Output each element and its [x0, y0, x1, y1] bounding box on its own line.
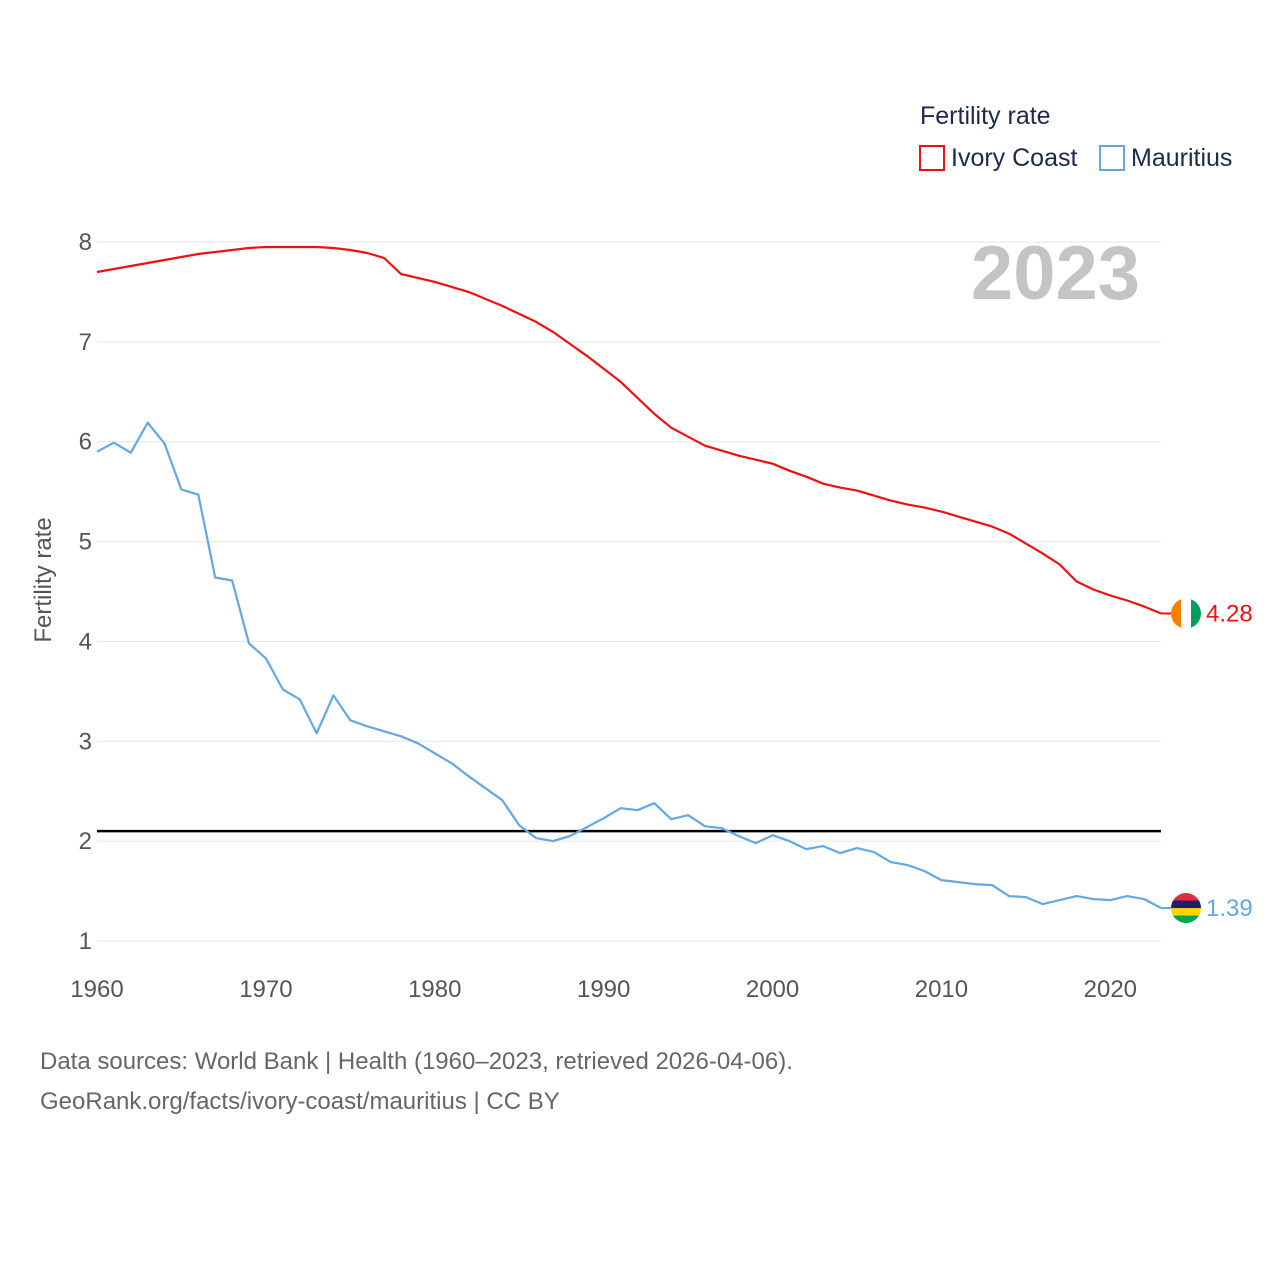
- x-tick-label: 1980: [408, 976, 461, 1003]
- x-tick-label: 2000: [746, 976, 799, 1003]
- end-markers: 4.28 1.39: [1161, 598, 1253, 924]
- y-tick-label: 1: [79, 928, 92, 955]
- legend-item-mauritius[interactable]: Mauritius: [1131, 144, 1232, 172]
- year-label: 2023: [971, 231, 1140, 316]
- x-tick-label: 1970: [239, 976, 292, 1003]
- end-value-label-ivory-coast: 4.28: [1206, 600, 1253, 627]
- mauritius-flag-icon: [1171, 893, 1201, 924]
- grid: [97, 241, 1161, 942]
- fertility-chart: Fertility rate Ivory Coast Mauritius 1 2 3…: [30, 102, 1253, 1003]
- y-tick-label: 7: [79, 329, 92, 356]
- y-tick-label: 6: [79, 429, 92, 456]
- legend-title: Fertility rate: [920, 102, 1051, 130]
- legend: Fertility rate Ivory Coast Mauritius: [919, 102, 1232, 172]
- series-lines: [96, 245, 1162, 909]
- x-tick-label: 1990: [577, 976, 630, 1003]
- y-axis-label: Fertility rate: [30, 517, 57, 642]
- x-axis: 1960 1970 1980 1990 2000 2010 2020: [70, 976, 1137, 1003]
- y-tick-label: 2: [79, 828, 92, 855]
- source-line-2[interactable]: GeoRank.org/facts/ivory-coast/mauritius …: [40, 1088, 560, 1115]
- series-line-ivory-coast[interactable]: [96, 245, 1162, 615]
- ivory-coast-flag-icon: [1171, 598, 1201, 629]
- y-axis: 1 2 3 4 5 6 7 8: [79, 229, 92, 955]
- y-tick-label: 5: [79, 529, 92, 556]
- x-tick-label: 2010: [915, 976, 968, 1003]
- series-line-mauritius[interactable]: [96, 421, 1162, 909]
- x-tick-label: 1960: [70, 976, 123, 1003]
- legend-swatch-mauritius: [1099, 145, 1125, 171]
- legend-item-ivory-coast[interactable]: Ivory Coast: [951, 144, 1077, 172]
- end-value-label-mauritius: 1.39: [1206, 895, 1253, 922]
- y-tick-label: 4: [79, 628, 92, 655]
- source-line-1: Data sources: World Bank | Health (1960–…: [40, 1048, 793, 1075]
- y-tick-label: 3: [79, 728, 92, 755]
- y-tick-label: 8: [79, 229, 92, 256]
- source-note: Data sources: World Bank | Health (1960–…: [40, 1042, 793, 1122]
- legend-swatch-ivory-coast: [919, 145, 945, 171]
- x-tick-label: 2020: [1084, 976, 1137, 1003]
